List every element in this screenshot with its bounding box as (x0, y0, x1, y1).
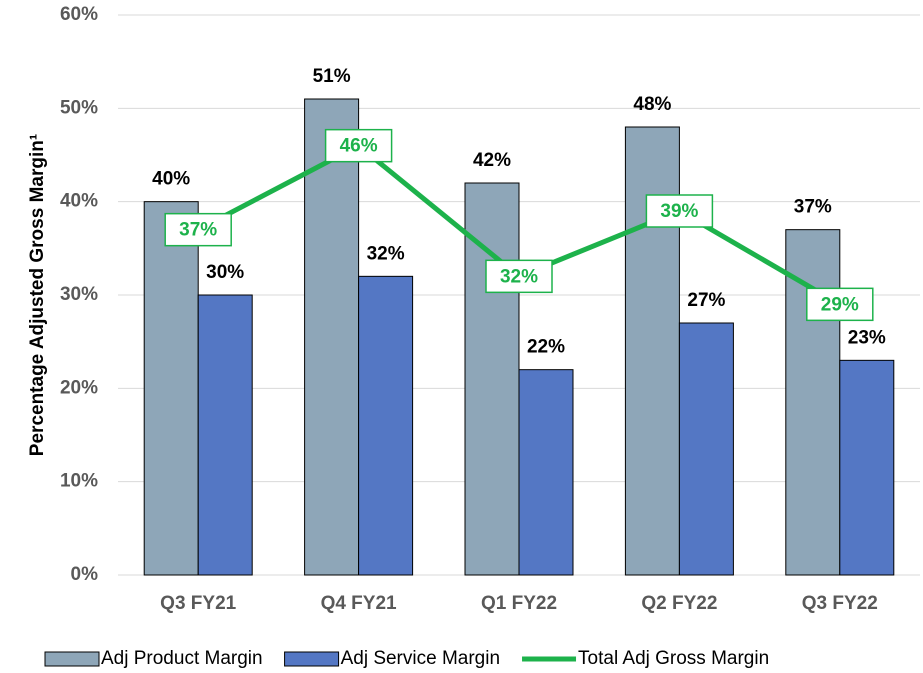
y-axis-label: Percentage Adjusted Gross Margin¹ (27, 134, 48, 456)
data-label: 37% (794, 197, 832, 218)
data-label: 30% (206, 262, 244, 283)
data-label: 51% (313, 66, 351, 87)
data-label-box (645, 194, 714, 228)
data-label: 32% (500, 266, 538, 287)
x-tick-label: Q1 FY22 (481, 593, 557, 614)
x-tick-label: Q2 FY22 (641, 593, 717, 614)
legend-label: Total Adj Gross Margin (578, 648, 769, 669)
data-label: 40% (152, 169, 190, 190)
data-label: 39% (660, 201, 698, 222)
data-label: 22% (527, 337, 565, 358)
y-tick-label: 10% (60, 471, 98, 492)
y-tick-label: 20% (60, 377, 98, 398)
data-label: 29% (821, 294, 859, 315)
bar (785, 229, 841, 576)
data-label-box (485, 259, 553, 294)
data-label-box (806, 287, 874, 322)
legend-label: Adj Service Margin (341, 648, 500, 669)
bar (464, 182, 520, 576)
x-tick-label: Q4 FY21 (321, 593, 397, 614)
data-label: 27% (687, 290, 725, 311)
bar (143, 201, 199, 576)
y-tick-label: 40% (60, 191, 98, 212)
legend-swatch (44, 651, 100, 667)
data-label: 42% (473, 150, 511, 171)
bar (839, 359, 895, 576)
bar (197, 294, 253, 576)
x-tick-label: Q3 FY21 (160, 593, 236, 614)
y-tick-label: 30% (60, 284, 98, 305)
data-label: 23% (848, 327, 886, 348)
x-tick-label: Q3 FY22 (802, 593, 878, 614)
data-label: 48% (633, 94, 671, 115)
bar (304, 98, 360, 576)
data-label-box (324, 128, 393, 163)
y-tick-label: 60% (60, 4, 98, 25)
data-label: 32% (367, 243, 405, 264)
legend-label: Adj Product Margin (101, 648, 263, 669)
bar (358, 275, 414, 576)
legend-swatch (284, 651, 340, 667)
data-label-box (164, 212, 232, 247)
bar (518, 369, 574, 576)
data-label: 37% (179, 220, 217, 241)
y-tick-label: 0% (71, 564, 99, 585)
data-label: 46% (340, 136, 378, 157)
bar (678, 322, 734, 576)
bar (624, 126, 680, 576)
y-tick-label: 50% (60, 97, 98, 118)
